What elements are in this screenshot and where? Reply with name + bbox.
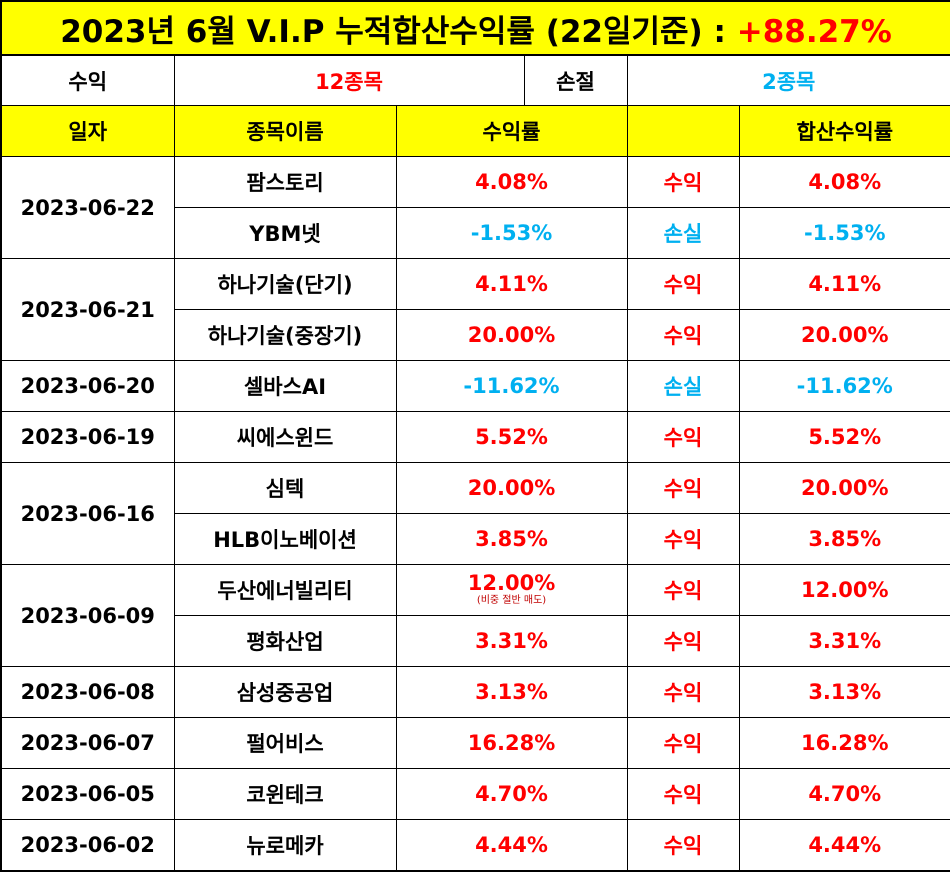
return-rate-wrap: 12.00% (비중 절반 매도) [468, 572, 555, 607]
return-rate-cell: 16.28% [395, 717, 628, 769]
return-rate-cell: 4.44% [395, 819, 628, 872]
date-cell: 2023-06-09 [0, 564, 175, 667]
cumulative-rate-cell: 12.00% [738, 564, 950, 616]
result-cell: 수익 [626, 513, 740, 565]
table-row: HLB이노베이션 3.85% 수익 3.85% [1, 513, 950, 565]
return-rate-cell: 3.13% [395, 666, 628, 718]
table-row: 평화산업 3.31% 수익 3.31% [1, 615, 950, 667]
header-total: 합산수익률 [738, 105, 950, 157]
header-result [626, 105, 740, 157]
stock-name: 평화산업 [173, 615, 397, 667]
return-rate-cell: 20.00% [395, 309, 628, 361]
result-cell: 수익 [626, 258, 740, 310]
date-cell: 2023-06-05 [0, 768, 175, 820]
table-row: 2023-06-07 펄어비스 16.28% 수익 16.28% [0, 717, 950, 769]
stock-name: 씨에스윈드 [173, 411, 397, 463]
cumulative-rate-cell: 5.52% [738, 411, 950, 463]
cumulative-rate-cell: 4.08% [738, 156, 950, 208]
stock-name: 두산에너빌리티 [173, 564, 397, 616]
table-row: 2023-06-05 코윈테크 4.70% 수익 4.70% [0, 768, 950, 820]
date-cell: 2023-06-22 [0, 156, 175, 259]
date-cell: 2023-06-07 [0, 717, 175, 769]
title-text: 2023년 6월 V.I.P 누적합산수익률 (22일기준) : [60, 13, 726, 50]
stock-name: 뉴로메카 [173, 819, 397, 872]
table-row: 2023-06-02 뉴로메카 4.44% 수익 4.44% [0, 819, 950, 872]
cumulative-rate-cell: 4.44% [738, 819, 950, 872]
result-cell: 수익 [626, 411, 740, 463]
date-cell: 2023-06-21 [0, 258, 175, 361]
return-rate-cell: 20.00% [395, 462, 628, 514]
return-rate-cell: 4.11% [395, 258, 628, 310]
stock-name: 팜스토리 [173, 156, 397, 208]
stock-name: HLB이노베이션 [173, 513, 397, 565]
title-total-return: +88.27% [736, 13, 892, 50]
table-row: 2023-06-16 심텍 20.00% 수익 20.00% [0, 462, 950, 565]
date-cell: 2023-06-19 [0, 411, 175, 463]
date-cell: 2023-06-02 [0, 819, 175, 872]
stock-name: 펄어비스 [173, 717, 397, 769]
stock-name: 삼성중공업 [173, 666, 397, 718]
stock-name: 하나기술(중장기) [173, 309, 397, 361]
cumulative-rate-cell: 16.28% [738, 717, 950, 769]
return-rate-cell: -11.62% [395, 360, 628, 412]
stock-name: 하나기술(단기) [173, 258, 397, 310]
header-date: 일자 [0, 105, 175, 157]
table-row: 2023-06-22 팜스토리 4.08% 수익 4.08% [0, 156, 950, 259]
return-note: (비중 절반 매도) [476, 595, 547, 606]
cumulative-rate-cell: 20.00% [738, 309, 950, 361]
cumulative-rate-cell: 3.31% [738, 615, 950, 667]
table-row: 2023-06-21 하나기술(단기) 4.11% 수익 4.11% [0, 258, 950, 361]
title-row: 2023년 6월 V.I.P 누적합산수익률 (22일기준) : +88.27% [0, 0, 950, 56]
return-rate-cell: 3.85% [395, 513, 628, 565]
cumulative-rate-cell: -1.53% [738, 207, 950, 259]
result-cell: 수익 [626, 717, 740, 769]
result-cell: 손실 [626, 360, 740, 412]
result-cell: 손실 [626, 207, 740, 259]
result-cell: 수익 [626, 819, 740, 872]
date-cell: 2023-06-20 [0, 360, 175, 412]
table-row: 2023-06-09 두산에너빌리티 12.00% (비중 절반 매도) 수익 12.00… [0, 564, 950, 667]
loss-label: 손절 [523, 54, 628, 106]
date-cell: 2023-06-16 [0, 462, 175, 565]
return-rate-cell: 12.00% (비중 절반 매도) [395, 564, 628, 616]
header-name: 종목이름 [173, 105, 397, 157]
cumulative-rate-cell: 4.11% [738, 258, 950, 310]
table-row: YBM넷 -1.53% 손실 -1.53% [1, 207, 950, 259]
page-title: 2023년 6월 V.I.P 누적합산수익률 (22일기준) : +88.27% [0, 0, 950, 56]
header-row: 일자 종목이름 수익률 합산수익률 [0, 105, 950, 157]
return-rate-cell: 3.31% [395, 615, 628, 667]
return-rate-cell: 4.70% [395, 768, 628, 820]
date-cell: 2023-06-08 [0, 666, 175, 718]
result-cell: 수익 [626, 462, 740, 514]
cumulative-rate-cell: -11.62% [738, 360, 950, 412]
table-row: 2023-06-08 삼성중공업 3.13% 수익 3.13% [0, 666, 950, 718]
summary-row: 수익 12종목 손절 2종목 [0, 54, 950, 106]
return-rate-cell: -1.53% [395, 207, 628, 259]
result-cell: 수익 [626, 615, 740, 667]
result-cell: 수익 [626, 564, 740, 616]
return-rate-cell: 5.52% [395, 411, 628, 463]
result-cell: 수익 [626, 309, 740, 361]
result-cell: 수익 [626, 666, 740, 718]
return-rate-cell: 4.08% [395, 156, 628, 208]
cumulative-rate-cell: 4.70% [738, 768, 950, 820]
stock-name: YBM넷 [173, 207, 397, 259]
result-cell: 수익 [626, 768, 740, 820]
table-row: 2023-06-19 씨에스윈드 5.52% 수익 5.52% [0, 411, 950, 463]
cumulative-rate-cell: 20.00% [738, 462, 950, 514]
result-cell: 수익 [626, 156, 740, 208]
profit-label: 수익 [0, 54, 175, 106]
stock-name: 심텍 [173, 462, 397, 514]
cumulative-rate-cell: 3.85% [738, 513, 950, 565]
profit-count: 12종목 [173, 54, 525, 106]
cumulative-rate-cell: 3.13% [738, 666, 950, 718]
table-row: 2023-06-20 셀바스AI -11.62% 손실 -11.62% [0, 360, 950, 412]
header-rate: 수익률 [395, 105, 628, 157]
return-rate: 12.00% [467, 571, 556, 595]
table-row: 하나기술(중장기) 20.00% 수익 20.00% [1, 309, 950, 361]
loss-count: 2종목 [626, 54, 950, 106]
stock-name: 코윈테크 [173, 768, 397, 820]
stock-name: 셀바스AI [173, 360, 397, 412]
